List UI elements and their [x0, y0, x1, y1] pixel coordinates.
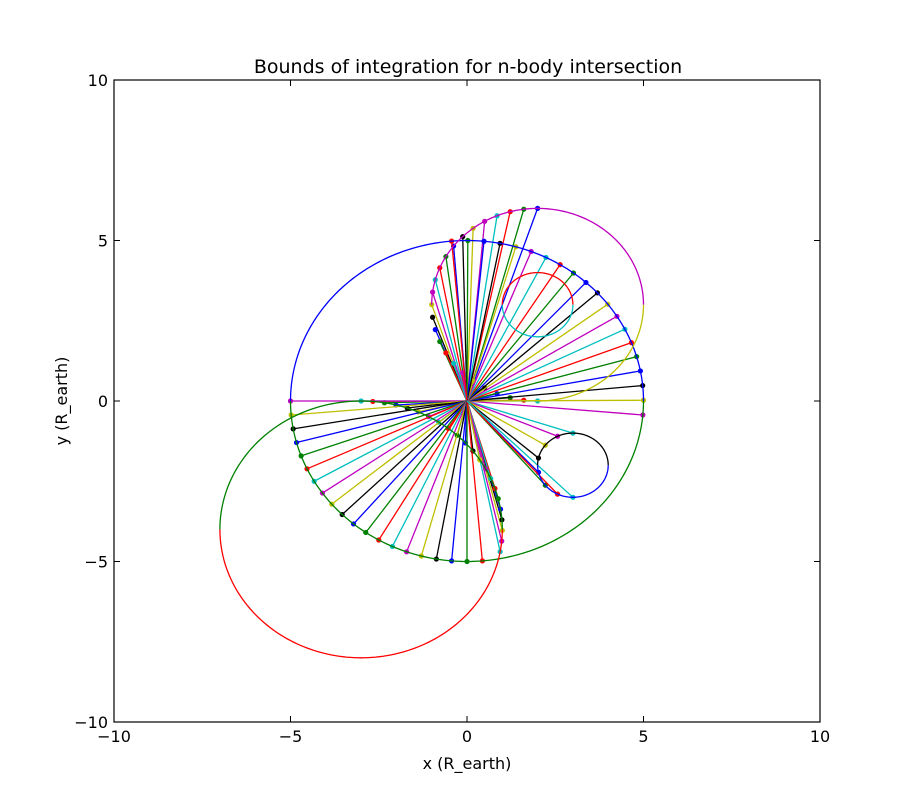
ray-endpoint-marker [432, 327, 438, 333]
y-tick-label: −10 [74, 713, 108, 732]
ray-line [466, 240, 469, 402]
ray-line [391, 400, 468, 547]
ray-line [466, 384, 643, 402]
ray-line [466, 281, 587, 402]
boundary-arc [536, 432, 609, 466]
x-axis-label: x (R_earth) [423, 754, 512, 774]
chart-title: Bounds of integration for n-body interse… [254, 56, 682, 78]
ray-line [291, 400, 468, 416]
ray-line [353, 400, 468, 525]
ray-line [466, 400, 559, 495]
boundary-arc [289, 400, 645, 563]
ray-line [466, 292, 598, 402]
ray-line [466, 400, 574, 498]
ray-line [450, 400, 468, 561]
ray-line [296, 400, 468, 444]
boundary-arc [537, 304, 645, 402]
ray-line [406, 400, 468, 553]
ray-line [466, 243, 501, 402]
ray-line [293, 400, 468, 430]
ray-line [466, 228, 474, 402]
ray-line [420, 400, 468, 557]
ray-line [466, 400, 558, 437]
ray-endpoint-marker [443, 350, 449, 356]
ray-line [450, 241, 468, 402]
ray-line [313, 400, 468, 482]
ray-line [434, 279, 468, 402]
boundary-arc [536, 465, 609, 498]
ray-line [466, 400, 481, 460]
plot-area [219, 205, 647, 659]
ray-line [466, 399, 644, 402]
boundary-arc [501, 271, 574, 305]
ray-line [466, 400, 546, 446]
ray-line [466, 215, 498, 402]
ray-line [462, 236, 468, 402]
ray-line [466, 370, 641, 402]
ray-line [452, 363, 468, 402]
axis-ticks: −10 −5 0 5 10 −10 −5 0 5 10 [74, 71, 830, 746]
boundary-arc [289, 239, 645, 402]
ray-endpoint-marker [437, 338, 443, 345]
ray-line [466, 241, 485, 402]
boundary-arc [501, 304, 574, 338]
ray-line [322, 400, 468, 494]
y-tick-label: 5 [98, 232, 108, 251]
boundary-arc [431, 207, 645, 305]
x-tick-label: 0 [462, 727, 472, 746]
ray-line [378, 400, 468, 541]
y-tick-label: 0 [98, 392, 108, 411]
ray-line [466, 257, 547, 402]
y-tick-label: 10 [88, 71, 108, 90]
boundary-arc [219, 400, 503, 530]
ray-line [466, 400, 539, 459]
ray-line [466, 315, 618, 402]
x-tick-label: 5 [638, 727, 648, 746]
y-tick-label: −5 [84, 553, 108, 572]
ray-line [435, 400, 468, 560]
ray-line [466, 328, 626, 402]
ray-endpoint-marker [430, 314, 436, 320]
ray-line [466, 303, 609, 402]
x-tick-label: −5 [279, 727, 303, 746]
ray-line [300, 400, 468, 457]
ray-line [431, 291, 468, 402]
ray-line [331, 400, 468, 505]
ray-line [439, 267, 468, 402]
ray-line [466, 355, 637, 402]
ray-line [466, 400, 484, 561]
ray-line [466, 246, 517, 402]
x-tick-label: −10 [97, 727, 131, 746]
ray-endpoint-marker [450, 360, 457, 366]
ray-line [365, 400, 468, 533]
ray-line [466, 342, 632, 402]
boundary-arc [219, 529, 503, 659]
ray-line [466, 400, 643, 416]
ray-line [466, 272, 574, 402]
ray-line [466, 400, 574, 434]
y-axis-label: y (R_earth) [52, 357, 72, 446]
ray-line [341, 400, 468, 515]
ray-line [306, 400, 468, 470]
x-tick-label: 10 [810, 727, 830, 746]
ray-line [466, 264, 561, 402]
